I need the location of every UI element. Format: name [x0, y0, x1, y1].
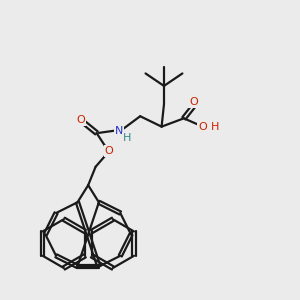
Text: N: N — [115, 125, 123, 136]
Text: O: O — [189, 97, 198, 107]
Text: O: O — [198, 122, 207, 132]
Text: O: O — [77, 116, 85, 125]
Text: H: H — [211, 122, 219, 132]
Text: H: H — [123, 133, 131, 143]
Text: O: O — [105, 146, 113, 156]
